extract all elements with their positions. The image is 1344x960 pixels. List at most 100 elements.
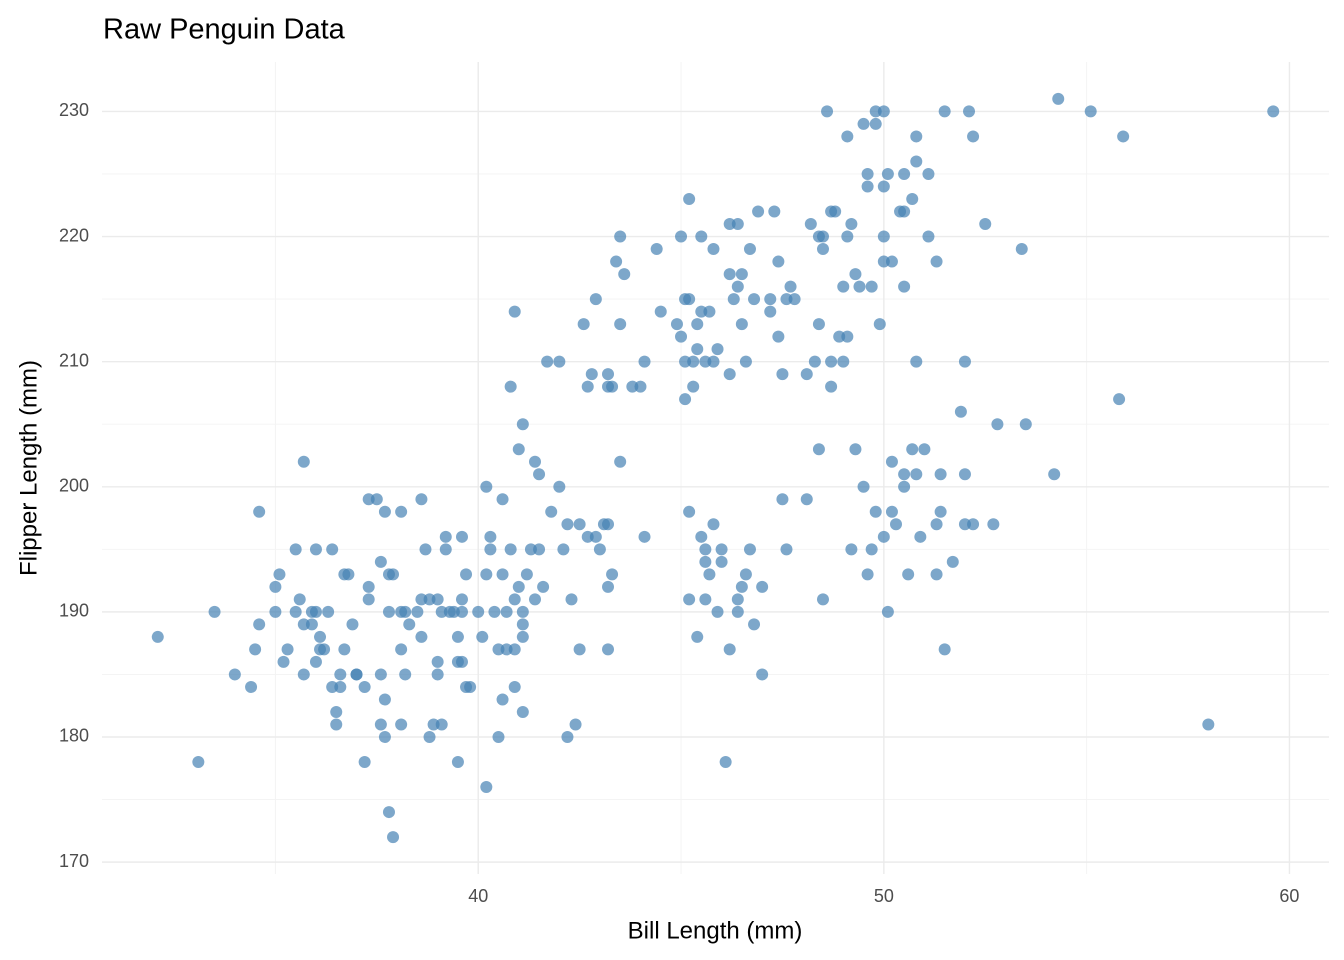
point bbox=[602, 368, 615, 381]
point bbox=[987, 518, 1000, 531]
y-tick-label: 180 bbox=[59, 726, 89, 746]
point bbox=[898, 205, 911, 218]
point bbox=[735, 268, 748, 281]
point bbox=[269, 605, 282, 618]
point bbox=[1015, 243, 1028, 256]
point bbox=[565, 593, 578, 606]
point bbox=[577, 318, 590, 331]
point bbox=[602, 518, 615, 531]
point bbox=[963, 105, 976, 118]
point bbox=[192, 756, 205, 769]
point bbox=[812, 318, 825, 331]
point bbox=[423, 730, 436, 743]
point bbox=[228, 668, 241, 681]
point bbox=[743, 243, 756, 256]
point bbox=[403, 618, 416, 631]
point bbox=[350, 668, 363, 681]
point bbox=[1052, 92, 1065, 105]
point bbox=[934, 505, 947, 518]
point bbox=[695, 230, 708, 243]
point bbox=[910, 468, 923, 481]
point bbox=[829, 205, 842, 218]
point bbox=[816, 593, 829, 606]
point bbox=[715, 555, 728, 568]
point bbox=[520, 568, 533, 581]
point bbox=[849, 443, 862, 456]
point bbox=[914, 530, 927, 543]
point bbox=[946, 555, 959, 568]
point bbox=[861, 167, 874, 180]
point bbox=[776, 368, 789, 381]
point bbox=[293, 593, 306, 606]
point bbox=[358, 756, 371, 769]
point bbox=[691, 343, 704, 356]
point bbox=[435, 718, 448, 731]
point bbox=[898, 468, 911, 481]
point bbox=[496, 693, 509, 706]
point bbox=[496, 493, 509, 506]
point bbox=[387, 831, 400, 844]
point bbox=[374, 718, 387, 731]
point bbox=[967, 518, 980, 531]
point bbox=[841, 330, 854, 343]
point bbox=[930, 518, 943, 531]
point bbox=[719, 756, 732, 769]
point bbox=[756, 580, 769, 593]
point bbox=[504, 380, 517, 393]
point bbox=[906, 443, 919, 456]
point bbox=[910, 130, 923, 143]
point bbox=[930, 255, 943, 268]
point bbox=[610, 255, 623, 268]
point bbox=[699, 593, 712, 606]
point bbox=[675, 230, 688, 243]
point bbox=[934, 468, 947, 481]
point bbox=[346, 618, 359, 631]
point bbox=[841, 130, 854, 143]
point bbox=[573, 518, 586, 531]
point bbox=[731, 280, 744, 293]
point bbox=[922, 167, 935, 180]
point bbox=[395, 505, 408, 518]
point bbox=[898, 167, 911, 180]
point bbox=[748, 293, 761, 306]
point bbox=[930, 568, 943, 581]
point bbox=[374, 668, 387, 681]
point bbox=[508, 643, 521, 656]
point bbox=[533, 543, 546, 556]
point bbox=[334, 668, 347, 681]
point bbox=[979, 218, 992, 231]
point bbox=[731, 218, 744, 231]
point bbox=[553, 355, 566, 368]
point bbox=[1048, 468, 1061, 481]
point bbox=[654, 305, 667, 318]
point bbox=[338, 643, 351, 656]
point bbox=[865, 543, 878, 556]
point bbox=[451, 630, 464, 643]
point bbox=[687, 355, 700, 368]
point bbox=[890, 518, 903, 531]
point bbox=[772, 255, 785, 268]
point bbox=[581, 380, 594, 393]
point bbox=[800, 493, 813, 506]
point bbox=[342, 568, 355, 581]
point bbox=[1267, 105, 1280, 118]
point bbox=[476, 630, 489, 643]
point bbox=[703, 568, 716, 581]
point bbox=[707, 355, 720, 368]
point bbox=[593, 543, 606, 556]
point bbox=[451, 756, 464, 769]
point bbox=[253, 618, 266, 631]
point bbox=[816, 230, 829, 243]
point bbox=[330, 718, 343, 731]
point bbox=[273, 568, 286, 581]
point bbox=[735, 318, 748, 331]
point bbox=[707, 243, 720, 256]
point bbox=[358, 680, 371, 693]
point bbox=[683, 293, 696, 306]
point bbox=[253, 505, 266, 518]
point bbox=[464, 680, 477, 693]
point bbox=[305, 618, 318, 631]
point bbox=[334, 680, 347, 693]
point bbox=[614, 318, 627, 331]
